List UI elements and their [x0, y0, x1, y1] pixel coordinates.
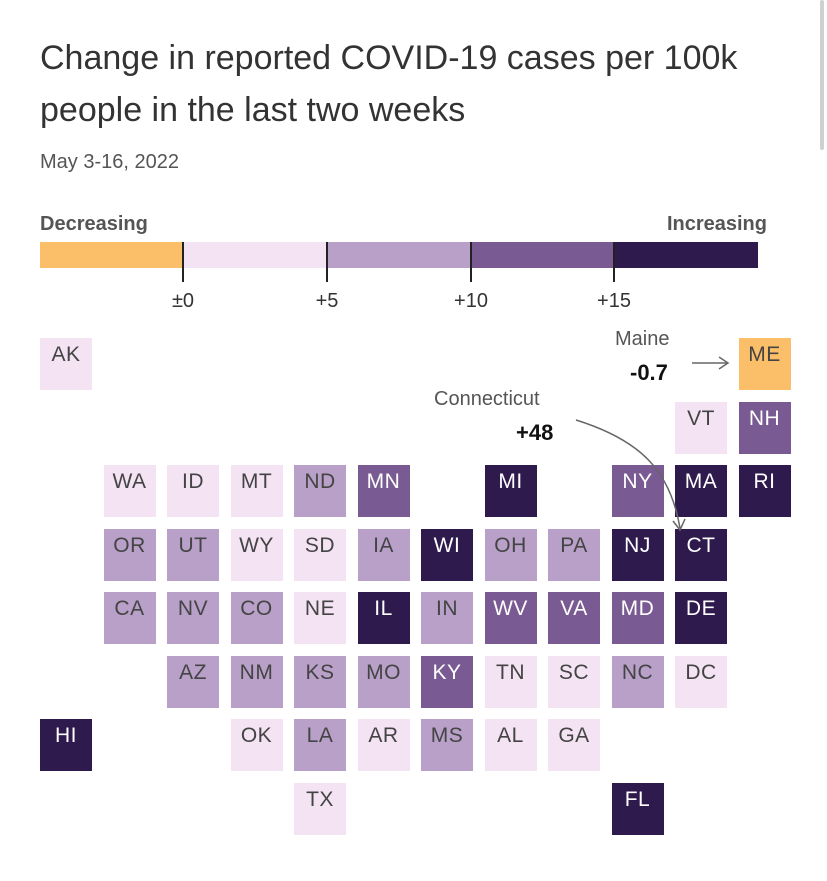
state-tile-pa: PA [548, 528, 600, 581]
state-tile-tn: TN [484, 655, 537, 708]
state-tile-id: ID [167, 465, 219, 517]
state-tile-va: VA [548, 592, 600, 644]
maine-annotation-value: -0.7 [630, 360, 668, 385]
state-tile-mt: MT [230, 465, 283, 517]
connecticut-annotation-label: Connecticut [434, 388, 540, 410]
legend-swatch-0-5 [183, 242, 327, 268]
state-tile-sc: SC [548, 655, 600, 708]
state-tile-ga: GA [548, 719, 600, 771]
state-tile-oh: OH [484, 528, 537, 581]
state-tile-az: AZ [167, 655, 219, 708]
state-tile-ms: MS [421, 719, 473, 771]
maine-arrowhead [718, 356, 730, 370]
legend-swatch-5-10 [327, 242, 471, 268]
state-tile-nm: NM [230, 655, 283, 708]
legend-increasing-label: Increasing [666, 213, 767, 235]
legend-tick [326, 242, 328, 282]
state-tile-ar: AR [357, 719, 410, 771]
state-tile-ut: UT [167, 528, 219, 581]
legend-tick [182, 242, 184, 282]
maine-annotation-label: Maine [615, 328, 670, 350]
state-tile-wi: WI [421, 528, 473, 581]
legend-tick [470, 242, 472, 282]
state-tile-co: CO [230, 592, 283, 644]
state-tile-mi: MI [484, 465, 537, 517]
state-tile-fl: FL [611, 782, 664, 835]
legend-tick-label: +10 [454, 290, 488, 312]
state-tile-ia: IA [357, 528, 410, 581]
state-tile-sd: SD [294, 528, 346, 581]
connecticut-arrowhead [672, 518, 686, 532]
state-tile-wa: WA [103, 465, 156, 517]
state-tile-dc: DC [675, 655, 727, 708]
state-tile-ct: CT [675, 528, 727, 581]
legend-tick [613, 242, 615, 282]
state-tile-me: ME [738, 338, 791, 390]
state-tile-mo: MO [357, 655, 410, 708]
state-tile-ca: CA [103, 592, 156, 644]
state-tile-in: IN [421, 592, 473, 644]
legend-tick-label: +5 [315, 290, 339, 312]
state-tile-il: IL [357, 592, 410, 644]
legend-decreasing-label: Decreasing [40, 213, 148, 235]
state-tile-ny: NY [611, 465, 664, 517]
state-tile-de: DE [675, 592, 727, 644]
legend-swatch-10-15 [471, 242, 614, 268]
state-tile-nh: NH [738, 401, 791, 454]
state-tile-ak: AK [40, 338, 92, 390]
state-tile-nv: NV [167, 592, 219, 644]
connecticut-arrow [575, 419, 681, 529]
state-tile-ne: NE [294, 592, 346, 644]
date-range: May 3-16, 2022 [40, 151, 179, 173]
state-tile-nc: NC [611, 655, 664, 708]
state-tile-ky: KY [421, 655, 473, 708]
state-tile-al: AL [484, 719, 537, 771]
scrollbar[interactable] [820, 0, 824, 150]
state-tile-ri: RI [738, 465, 791, 517]
state-tile-wy: WY [230, 528, 283, 581]
state-tile-nd: ND [294, 465, 346, 517]
state-tile-mn: MN [357, 465, 410, 517]
state-tile-wv: WV [484, 592, 537, 644]
legend-swatch-decreasing [40, 242, 183, 268]
connecticut-annotation-value: +48 [516, 420, 554, 445]
state-tile-ok: OK [230, 719, 283, 771]
legend-tick-label: ±0 [171, 290, 195, 312]
state-tile-vt: VT [675, 401, 727, 454]
state-tile-hi: HI [40, 719, 92, 771]
state-tile-ma: MA [675, 465, 727, 517]
state-tile-tx: TX [294, 782, 346, 835]
state-tile-or: OR [103, 528, 156, 581]
legend-tick-label: +15 [597, 290, 631, 312]
state-tile-md: MD [611, 592, 664, 644]
legend-swatch-15-plus [614, 242, 758, 268]
chart-title: Change in reported COVID-19 cases per 10… [40, 39, 738, 129]
state-tile-la: LA [294, 719, 346, 771]
state-tile-ks: KS [294, 655, 346, 708]
state-tile-nj: NJ [611, 528, 664, 581]
